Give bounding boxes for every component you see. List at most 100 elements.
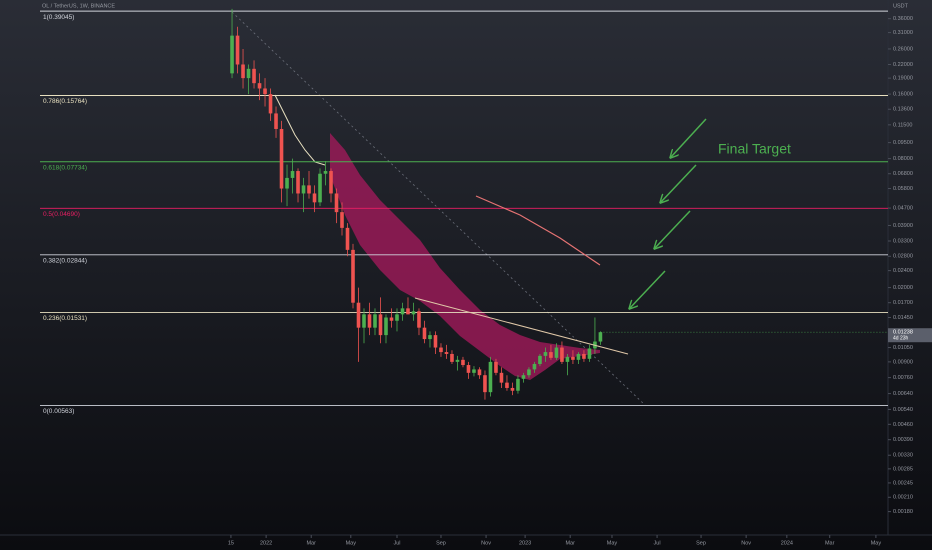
candle-body [356, 302, 361, 328]
y-tick-label: 0.03900 [893, 223, 913, 229]
candle-body [444, 352, 449, 354]
y-tick-label: 0.00180 [893, 509, 913, 515]
price-tag [888, 328, 932, 343]
candle-body [373, 314, 377, 328]
y-tick-label: 0.26000 [893, 46, 913, 52]
candle-body [450, 353, 454, 362]
candle-body [345, 227, 350, 250]
candle-body [268, 94, 273, 114]
y-tick-label: 0.01050 [893, 345, 913, 351]
y-tick-label: 0.08000 [893, 156, 913, 162]
candle-body [494, 361, 498, 373]
y-tick-label: 0.04700 [893, 206, 913, 212]
y-tick-label: 0.00760 [893, 375, 913, 381]
y-tick-label: 0.00540 [893, 407, 913, 413]
candle-body [461, 359, 465, 366]
x-tick-label: 2024 [781, 540, 793, 546]
trend-line [414, 297, 629, 355]
candle-body [279, 128, 284, 189]
red-curve [475, 195, 601, 266]
candle-body [565, 356, 570, 362]
candle-body [406, 308, 410, 315]
candle-body [351, 249, 355, 303]
candle-body [230, 35, 234, 74]
fib-label: 0.382(0.02844) [43, 258, 87, 265]
candle-body [576, 353, 581, 360]
candle-body [318, 173, 322, 203]
fib-label: 0.786(0.15764) [43, 98, 87, 105]
candle-body [560, 347, 564, 362]
candle-body [455, 359, 460, 362]
candle-body [395, 314, 399, 321]
x-tick-label: Nov [481, 540, 491, 546]
candle-body [510, 387, 515, 391]
chart-title: OL / TetherUS, 1W, BINANCE [42, 3, 115, 9]
arrow [630, 270, 666, 308]
candle-body [505, 382, 509, 388]
candle-body [235, 35, 240, 65]
candle-body [296, 171, 300, 194]
candle-body [334, 193, 339, 213]
candle-body [554, 347, 559, 358]
candle-body [323, 171, 328, 174]
y-tick-label: 0.13600 [893, 107, 913, 113]
candle-body [384, 317, 388, 336]
candle-body [549, 352, 553, 358]
candle-body [246, 68, 251, 79]
x-tick-label: Nov [741, 540, 751, 546]
arrow [655, 210, 691, 248]
fib-label: 0(0.00563) [43, 408, 74, 415]
candle-body [378, 314, 383, 336]
candle-body [499, 372, 504, 383]
moving-average [274, 94, 326, 166]
candle-body [389, 317, 394, 321]
candle-body [257, 83, 262, 89]
candle-body [466, 365, 471, 373]
candle-body [312, 193, 317, 203]
candle-body [252, 68, 256, 84]
y-tick-label: 0.02800 [893, 254, 913, 260]
candle-body [532, 363, 537, 370]
y-tick-label: 0.00285 [893, 466, 913, 472]
x-tick-label: 2022 [260, 540, 272, 546]
candle-body [587, 348, 592, 359]
y-tick-label: 0.31000 [893, 30, 913, 36]
candle-body [538, 355, 542, 364]
y-tick-label: 0.09500 [893, 140, 913, 146]
candle-body [241, 64, 245, 79]
x-tick-label: Sep [436, 540, 446, 546]
candle-body [516, 378, 520, 391]
candle-body [439, 347, 443, 353]
fib-label: 0.236(0.01531) [43, 315, 87, 322]
arrow [671, 118, 707, 157]
x-tick-label: Mar [306, 540, 316, 546]
y-tick-label: 0.11500 [893, 122, 912, 128]
candle-body [367, 314, 372, 328]
x-tick-label: Mar [565, 540, 575, 546]
x-tick-label: Mar [825, 540, 835, 546]
candle-body [477, 369, 482, 376]
y-tick-label: 0.01700 [893, 300, 913, 306]
candle-body [340, 212, 344, 228]
drawings-over: Final Target [414, 118, 791, 355]
countdown-label: 4d 23h [893, 336, 909, 342]
y-tick-label: 0.00640 [893, 391, 913, 397]
y-tick-label: 0.22000 [893, 62, 913, 68]
y-tick-label: 0.00210 [893, 495, 913, 501]
candle-body [274, 113, 278, 129]
candle-body [598, 332, 603, 342]
y-tick-label: 0.00245 [893, 480, 913, 486]
y-tick-label: 0.00390 [893, 437, 913, 443]
y-tick-label: 0.03300 [893, 238, 913, 244]
candle-body [527, 369, 531, 376]
candle-body [329, 171, 333, 194]
candle-body [301, 185, 306, 194]
currency-label: USDT [893, 3, 909, 9]
fib-label: 0.618(0.07734) [43, 164, 87, 171]
candle-body [417, 311, 421, 328]
y-tick-label: 0.06800 [893, 171, 913, 177]
candle-body [263, 88, 267, 95]
